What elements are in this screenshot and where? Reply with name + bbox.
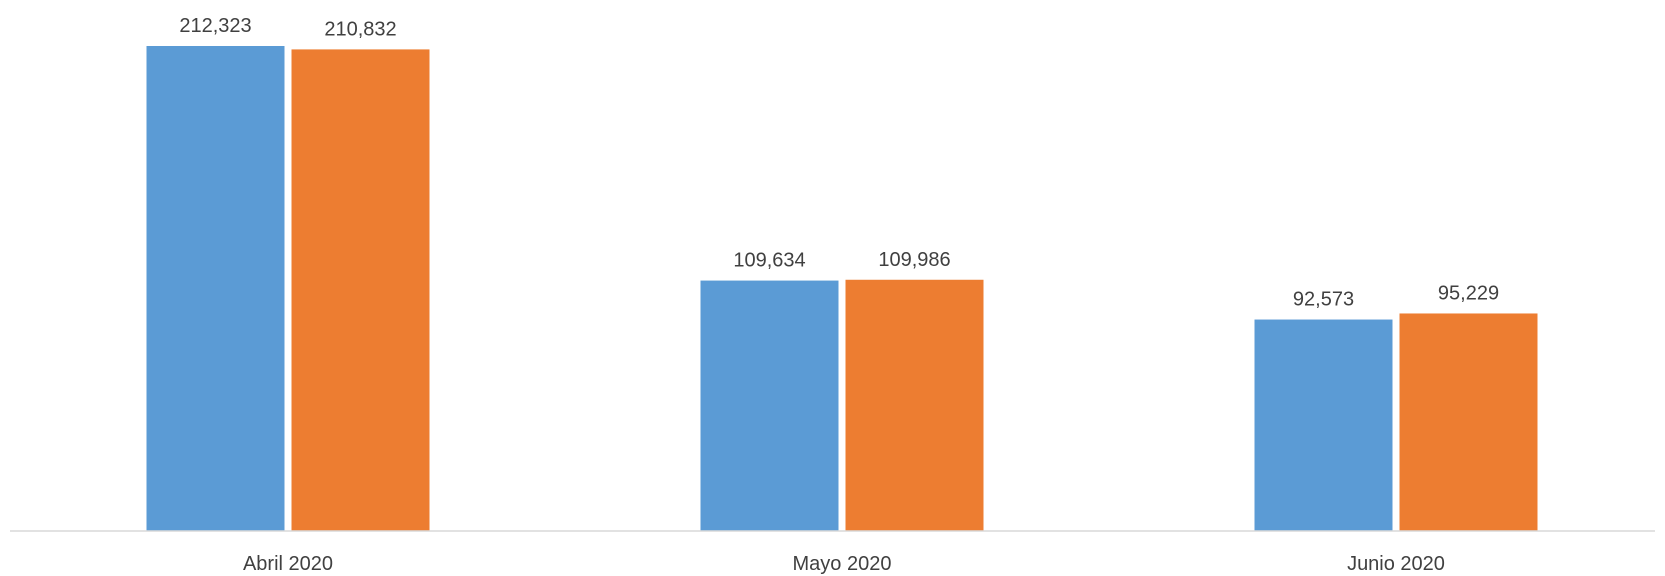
bar-series2-2 — [1399, 313, 1538, 531]
bar-series2-1 — [845, 279, 984, 531]
data-label-series2-0: 210,832 — [324, 18, 396, 40]
bar-series1-1 — [700, 280, 839, 531]
category-label-0: Abril 2020 — [243, 553, 333, 575]
data-label-series2-2: 95,229 — [1438, 282, 1499, 304]
bars-layer — [146, 46, 1538, 532]
data-labels-layer: 212,323 210,832 109,634 109,986 92,573 95,229 — [179, 15, 1499, 311]
bar-series1-0 — [146, 46, 285, 531]
data-label-series1-2: 92,573 — [1293, 289, 1354, 311]
category-label-1: Mayo 2020 — [793, 553, 892, 575]
data-label-series1-0: 212,323 — [179, 15, 251, 37]
bar-series2-0 — [291, 49, 430, 532]
category-label-2: Junio 2020 — [1347, 553, 1445, 575]
category-labels-layer: Abril 2020 Mayo 2020 Junio 2020 — [243, 553, 1445, 575]
bar-series1-2 — [1254, 319, 1393, 531]
data-label-series1-1: 109,634 — [733, 250, 805, 272]
data-label-series2-1: 109,986 — [878, 249, 950, 271]
